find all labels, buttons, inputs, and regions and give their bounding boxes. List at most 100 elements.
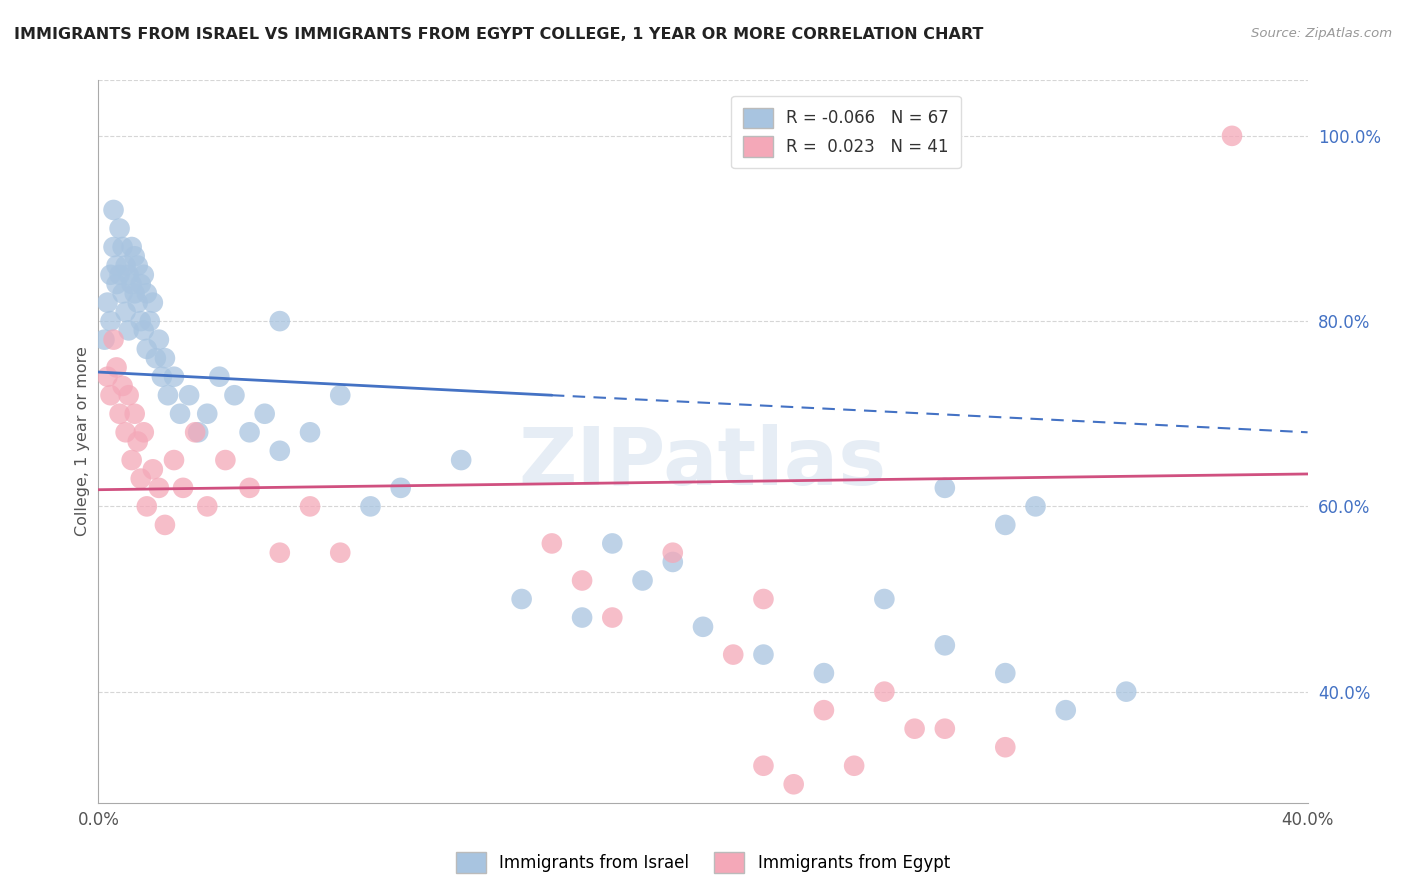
Point [150, 369, 173, 384]
Point [142, 295, 165, 310]
Point [1220, 128, 1243, 143]
Point [129, 277, 152, 291]
Point [208, 369, 231, 384]
Point [904, 722, 927, 736]
Point [661, 546, 683, 560]
Point [124, 407, 146, 421]
Point [450, 453, 472, 467]
Point [132, 268, 155, 282]
Text: IMMIGRANTS FROM ISRAEL VS IMMIGRANTS FROM EGYPT COLLEGE, 1 YEAR OR MORE CORRELAT: IMMIGRANTS FROM ISRAEL VS IMMIGRANTS FRO… [14, 27, 983, 42]
Point [329, 546, 352, 560]
Point [111, 286, 134, 301]
Legend: R = -0.066   N = 67, R =  0.023   N = 41: R = -0.066 N = 67, R = 0.023 N = 41 [731, 95, 960, 169]
Point [299, 425, 322, 440]
Point [100, 314, 122, 328]
Point [723, 648, 745, 662]
Point [239, 425, 262, 440]
Point [145, 351, 167, 366]
Point [873, 592, 896, 607]
Point [813, 703, 835, 717]
Point [661, 555, 683, 569]
Text: Source: ZipAtlas.com: Source: ZipAtlas.com [1251, 27, 1392, 40]
Point [299, 500, 322, 514]
Point [540, 536, 562, 550]
Point [1115, 684, 1137, 698]
Point [239, 481, 262, 495]
Point [934, 481, 956, 495]
Point [360, 500, 382, 514]
Point [124, 286, 146, 301]
Legend: Immigrants from Israel, Immigrants from Egypt: Immigrants from Israel, Immigrants from … [450, 846, 956, 880]
Point [752, 648, 775, 662]
Point [114, 425, 136, 440]
Point [934, 638, 956, 652]
Point [994, 740, 1017, 755]
Point [114, 259, 136, 273]
Point [111, 240, 134, 254]
Point [105, 259, 128, 273]
Point [153, 517, 176, 532]
Point [994, 666, 1017, 681]
Point [169, 407, 191, 421]
Point [873, 684, 896, 698]
Point [813, 666, 835, 681]
Point [100, 388, 122, 402]
Point [163, 369, 186, 384]
Point [124, 249, 146, 263]
Point [783, 777, 806, 791]
Point [139, 314, 162, 328]
Point [389, 481, 412, 495]
Point [111, 379, 134, 393]
Point [224, 388, 246, 402]
Point [844, 758, 866, 772]
Point [179, 388, 201, 402]
Point [148, 481, 170, 495]
Point [571, 610, 593, 624]
Point [195, 407, 218, 421]
Point [103, 202, 125, 217]
Point [184, 425, 207, 440]
Point [1054, 703, 1077, 717]
Point [105, 277, 128, 291]
Point [752, 592, 775, 607]
Point [135, 286, 157, 301]
Point [631, 574, 654, 588]
Point [103, 240, 125, 254]
Point [127, 295, 149, 310]
Point [127, 259, 149, 273]
Point [108, 221, 131, 235]
Point [132, 425, 155, 440]
Point [153, 351, 176, 366]
Point [93, 333, 115, 347]
Point [100, 268, 122, 282]
Text: ZIPatlas: ZIPatlas [519, 425, 887, 502]
Point [118, 388, 141, 402]
Point [156, 388, 179, 402]
Point [96, 295, 118, 310]
Point [602, 610, 624, 624]
Point [269, 443, 291, 458]
Point [148, 333, 170, 347]
Point [214, 453, 236, 467]
Point [187, 425, 209, 440]
Point [172, 481, 194, 495]
Point [329, 388, 352, 402]
Point [571, 574, 593, 588]
Point [269, 314, 291, 328]
Point [118, 323, 141, 337]
Point [121, 453, 143, 467]
Point [752, 758, 775, 772]
Point [163, 453, 186, 467]
Point [129, 314, 152, 328]
Point [108, 407, 131, 421]
Point [269, 546, 291, 560]
Point [129, 472, 152, 486]
Point [105, 360, 128, 375]
Point [127, 434, 149, 449]
Point [934, 722, 956, 736]
Point [135, 500, 157, 514]
Point [114, 305, 136, 319]
Point [121, 240, 143, 254]
Point [994, 517, 1017, 532]
Point [510, 592, 533, 607]
